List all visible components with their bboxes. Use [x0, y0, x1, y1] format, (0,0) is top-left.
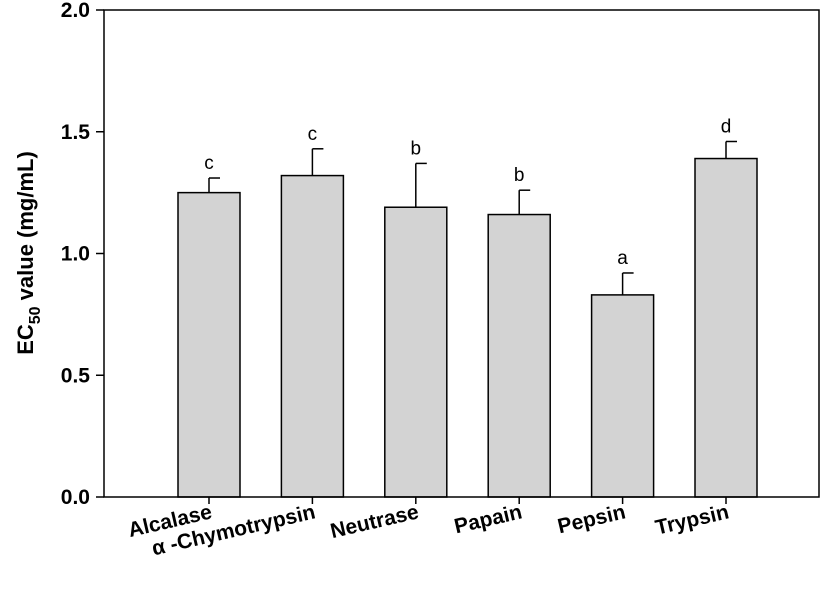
y-axis-title-rest: value (mg/mL)	[13, 151, 38, 306]
significance-label: c	[308, 124, 318, 145]
bar	[177, 191, 241, 498]
y-axis-ticks: 0.0 0.5 1.0 1.5 2.0	[61, 0, 104, 509]
bar	[590, 294, 655, 498]
significance-label: a	[617, 248, 628, 269]
x-tick-label: Pepsin	[555, 500, 627, 538]
bar	[694, 157, 758, 498]
y-tick-label: 1.5	[61, 121, 91, 144]
x-tick-label: Trypsin	[653, 500, 731, 539]
y-tick-label: 0.5	[61, 364, 91, 387]
bar	[384, 206, 448, 498]
significance-label: d	[721, 116, 732, 137]
significance-label: b	[411, 138, 422, 159]
significance-labels-layer: c c b b a d	[204, 116, 731, 268]
y-axis-title-main: EC	[13, 324, 38, 355]
x-tick-label: Papain	[452, 500, 524, 538]
bars-layer	[177, 157, 758, 498]
bar	[280, 174, 345, 498]
y-tick-label: 0.0	[61, 486, 90, 509]
y-tick-label: 1.0	[61, 243, 90, 266]
significance-label: c	[204, 153, 214, 174]
y-tick-label: 2.0	[61, 0, 90, 22]
y-axis-title-subscript: 50	[27, 306, 44, 324]
x-tick-label: Neutrase	[328, 500, 421, 543]
bar	[487, 213, 551, 498]
y-axis-title: EC50 value (mg/mL)	[13, 151, 44, 355]
error-bars-layer	[208, 140, 737, 295]
significance-label: b	[514, 165, 525, 186]
